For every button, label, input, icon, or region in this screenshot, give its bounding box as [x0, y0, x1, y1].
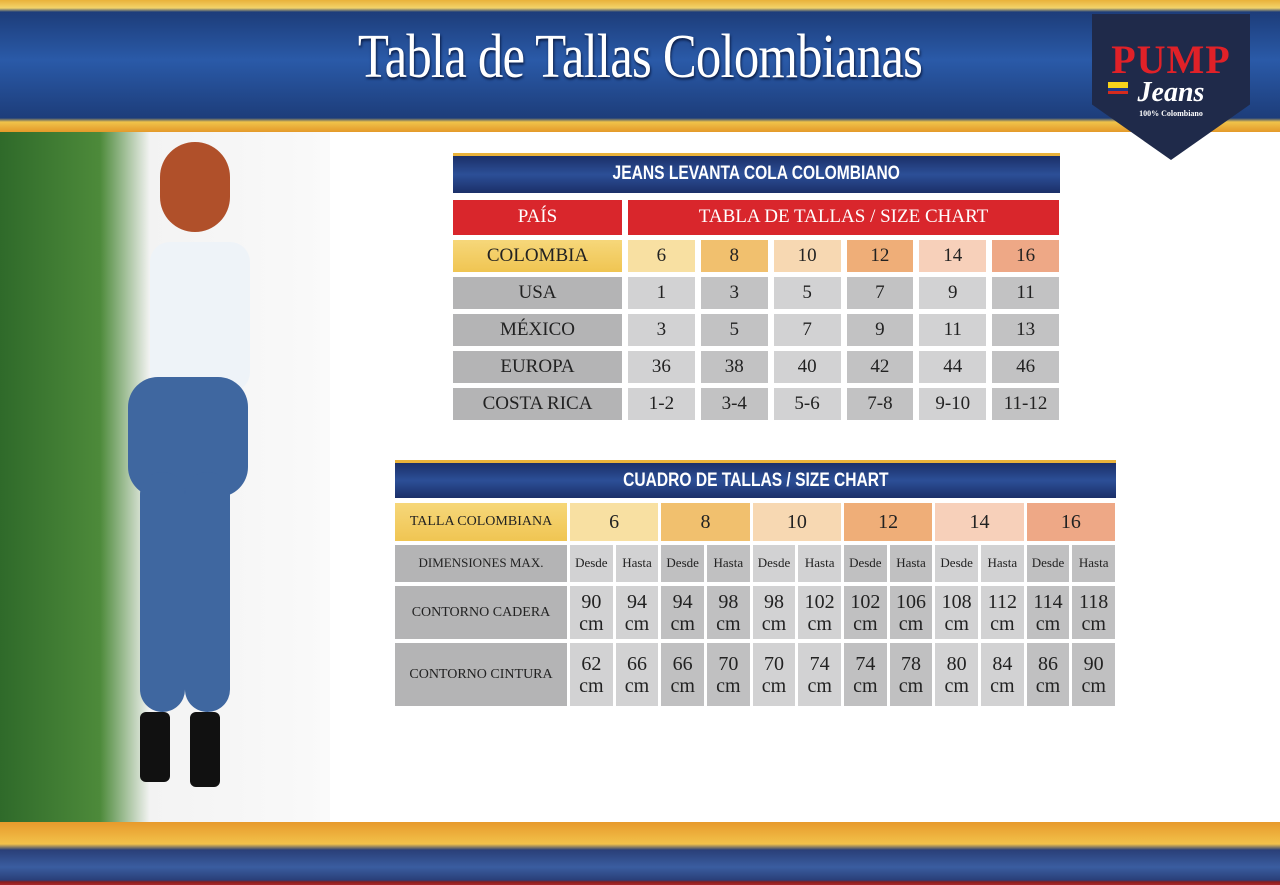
from-label: Desde — [570, 545, 613, 582]
size-cell: 1-2 — [628, 388, 695, 420]
size-cell: 5 — [700, 314, 768, 346]
from-label: Desde — [661, 545, 704, 582]
size-cell: 9 — [919, 277, 987, 309]
size-header: 12 — [844, 503, 933, 541]
dims-label: DIMENSIONES MAX. — [395, 545, 567, 582]
size-cell: 5-6 — [773, 388, 841, 420]
size-cell: 3-4 — [700, 388, 768, 420]
measure-cell: 70 cm — [752, 643, 796, 706]
size-cell: 10 — [773, 240, 841, 272]
logo-script: Jeans — [1137, 77, 1205, 108]
size-header: 14 — [935, 503, 1024, 541]
table2-title: CUADRO DE TALLAS / SIZE CHART — [622, 470, 889, 491]
brand-logo: PUMP Jeans 100% Colombiano — [1092, 14, 1250, 160]
table1-title-bar: JEANS LEVANTA COLA COLOMBIANO — [453, 153, 1060, 193]
size-cell: 44 — [919, 351, 987, 383]
row-label: CONTORNO CADERA — [395, 586, 567, 639]
size-cell: 36 — [628, 351, 695, 383]
to-label: Hasta — [707, 545, 750, 582]
size-cell: 46 — [992, 351, 1059, 383]
measure-cell: 112 cm — [981, 586, 1024, 639]
measure-cell: 62 cm — [570, 643, 613, 706]
size-header: 6 — [570, 503, 659, 541]
size-header: 8 — [661, 503, 750, 541]
size-cell: 13 — [992, 314, 1059, 346]
country-cell: COLOMBIA — [453, 240, 622, 272]
size-cell: 12 — [846, 240, 914, 272]
country-cell: USA — [453, 277, 622, 309]
measure-cell: 80 cm — [935, 643, 978, 706]
size-cell: 9-10 — [919, 388, 987, 420]
model-photo — [0, 132, 330, 822]
size-cell: 11-12 — [992, 388, 1059, 420]
size-label: TALLA COLOMBIANA — [395, 503, 567, 541]
size-cell: 9 — [846, 314, 914, 346]
size-cell: 11 — [919, 314, 987, 346]
to-label: Hasta — [1072, 545, 1115, 582]
size-cell: 40 — [773, 351, 841, 383]
size-cell: 16 — [992, 240, 1059, 272]
country-cell: EUROPA — [453, 351, 622, 383]
size-cell: 7-8 — [846, 388, 914, 420]
measure-cell: 114 cm — [1026, 586, 1070, 639]
size-cell: 7 — [846, 277, 914, 309]
to-label: Hasta — [615, 545, 659, 582]
size-header: 10 — [752, 503, 841, 541]
country-header: PAÍS — [453, 200, 622, 235]
size-cell: 42 — [846, 351, 914, 383]
size-cell: 3 — [628, 314, 695, 346]
measure-cell: 70 cm — [707, 643, 750, 706]
size-cell: 11 — [992, 277, 1059, 309]
from-label: Desde — [752, 545, 796, 582]
from-label: Desde — [935, 545, 978, 582]
measure-cell: 74 cm — [844, 643, 887, 706]
measure-cell: 94 cm — [661, 586, 704, 639]
measure-cell: 102 cm — [798, 586, 841, 639]
size-cell: 6 — [628, 240, 695, 272]
footer-banner — [0, 822, 1280, 885]
measure-cell: 94 cm — [615, 586, 659, 639]
measure-cell: 118 cm — [1072, 586, 1115, 639]
row-label: CONTORNO CINTURA — [395, 643, 567, 706]
to-label: Hasta — [981, 545, 1024, 582]
measure-cell: 106 cm — [889, 586, 933, 639]
size-cell: 38 — [700, 351, 768, 383]
measure-cell: 108 cm — [935, 586, 978, 639]
size-cell: 14 — [919, 240, 987, 272]
size-cell: 7 — [773, 314, 841, 346]
from-label: Desde — [1026, 545, 1070, 582]
measure-cell: 74 cm — [798, 643, 841, 706]
measurements-table: TALLA COLOMBIANA 6 8 10 12 14 16 DIMENSIONES MA… — [395, 503, 1115, 706]
size-conversion-table: PAÍS TABLA DE TALLAS / SIZE CHART COLOMBIA… — [453, 200, 1059, 420]
measure-cell: 86 cm — [1026, 643, 1070, 706]
size-cell: 5 — [773, 277, 841, 309]
measure-cell: 90 cm — [1072, 643, 1115, 706]
country-cell: COSTA RICA — [453, 388, 622, 420]
measure-cell: 78 cm — [889, 643, 933, 706]
table1-title: JEANS LEVANTA COLA COLOMBIANO — [612, 163, 901, 184]
country-cell: MÉXICO — [453, 314, 622, 346]
logo-tagline: 100% Colombiano — [1139, 109, 1203, 118]
size-cell: 1 — [628, 277, 695, 309]
table2-title-bar: CUADRO DE TALLAS / SIZE CHART — [395, 460, 1116, 498]
measure-cell: 66 cm — [661, 643, 704, 706]
to-label: Hasta — [889, 545, 933, 582]
measure-cell: 98 cm — [752, 586, 796, 639]
logo-brand: PUMP — [1111, 37, 1231, 82]
measure-cell: 90 cm — [570, 586, 613, 639]
size-cell: 8 — [700, 240, 768, 272]
measure-cell: 98 cm — [707, 586, 750, 639]
colombia-flag-icon — [1108, 82, 1128, 94]
from-label: Desde — [844, 545, 887, 582]
to-label: Hasta — [798, 545, 841, 582]
sizes-header: TABLA DE TALLAS / SIZE CHART — [628, 200, 1059, 235]
measure-cell: 102 cm — [844, 586, 887, 639]
page-title: Tabla de Tallas Colombianas — [357, 23, 923, 91]
measure-cell: 84 cm — [981, 643, 1024, 706]
size-cell: 3 — [700, 277, 768, 309]
measure-cell: 66 cm — [615, 643, 659, 706]
header-banner — [0, 0, 1280, 132]
size-header: 16 — [1026, 503, 1115, 541]
